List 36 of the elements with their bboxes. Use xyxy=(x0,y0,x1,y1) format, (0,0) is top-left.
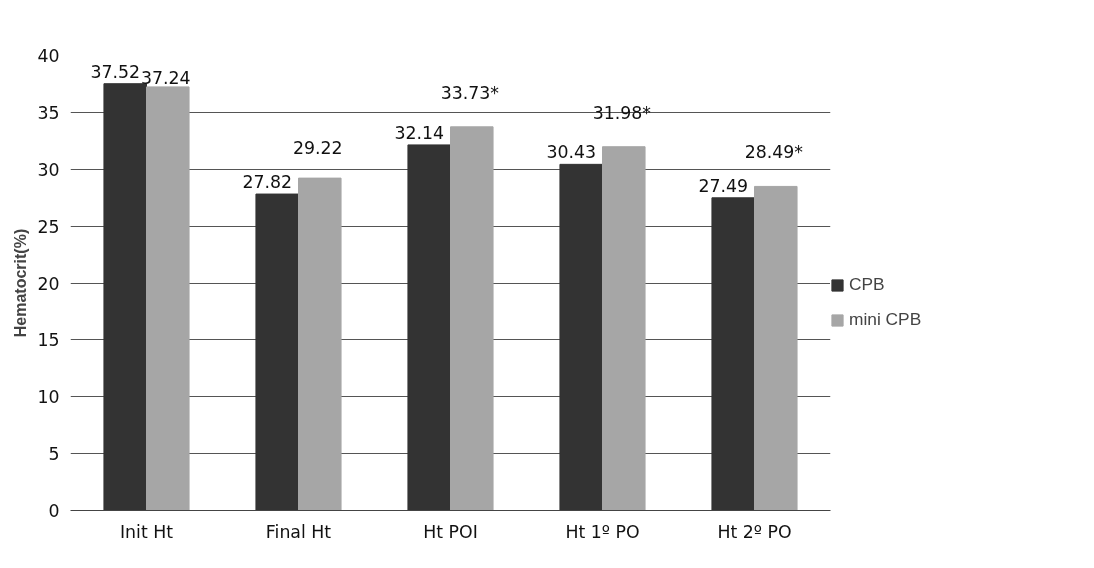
legend-label: mini CPB xyxy=(849,309,922,330)
x-tick-label: Ht POI xyxy=(423,521,478,542)
data-label: 28.49* xyxy=(744,142,804,163)
y-tick-label: 0 xyxy=(48,501,60,521)
data-label: 33.73* xyxy=(440,82,500,103)
bar xyxy=(255,193,299,511)
bar xyxy=(298,177,342,511)
y-tick-label: 15 xyxy=(37,330,60,351)
x-tick-label: Ht 1º PO xyxy=(565,521,640,542)
x-tick-label: Final Ht xyxy=(265,521,332,542)
data-label: 37.52 xyxy=(90,61,141,82)
legend-label: CPB xyxy=(849,274,885,295)
bar xyxy=(450,126,494,511)
y-tick-label: 5 xyxy=(48,444,60,465)
bar xyxy=(407,144,451,511)
bar xyxy=(754,185,798,511)
y-tick-label: 35 xyxy=(37,102,60,123)
y-tick-label: 20 xyxy=(37,273,60,294)
bar xyxy=(559,163,603,511)
y-axis-title: Hematocrit(%) xyxy=(12,228,30,338)
data-label: 30.43 xyxy=(546,142,597,163)
y-tick-label: 30 xyxy=(37,159,60,180)
data-label: 27.49 xyxy=(698,175,749,196)
bar xyxy=(103,83,147,511)
y-tick-label: 25 xyxy=(37,216,60,237)
y-tick-label: 40 xyxy=(37,46,60,66)
bar xyxy=(602,146,646,511)
data-label: 27.82 xyxy=(242,172,293,193)
data-label: 37.24 xyxy=(140,67,191,88)
x-tick-label: Init Ht xyxy=(119,521,174,542)
bar xyxy=(711,197,755,511)
data-label: 29.22 xyxy=(292,138,343,159)
bar xyxy=(146,86,190,511)
x-tick-label: Ht 2º PO xyxy=(717,521,792,542)
data-label: 32.14 xyxy=(394,122,445,143)
y-tick-label: 10 xyxy=(37,387,60,408)
